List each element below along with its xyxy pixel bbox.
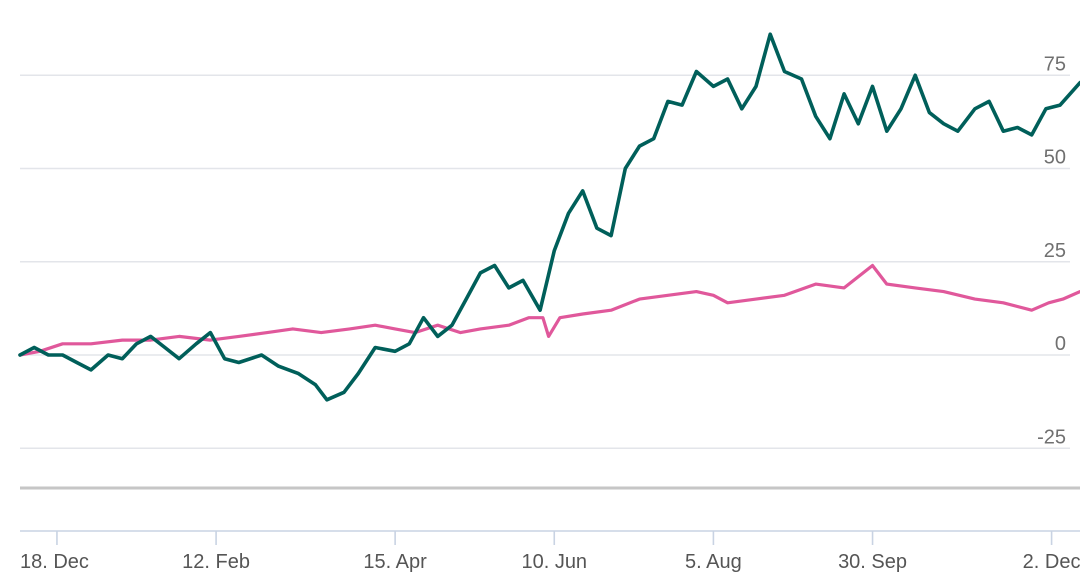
series-line-green	[18, 32, 1080, 402]
y-tick-label: 0	[1055, 333, 1066, 355]
x-tick-label: 2. Dec	[1023, 551, 1080, 573]
y-tick-label: 50	[1044, 147, 1066, 169]
y-tick-label: 75	[1044, 53, 1066, 75]
series-line-pink	[18, 263, 1080, 357]
x-tick-label: 30. Sep	[838, 551, 907, 573]
x-tick-label: 12. Feb	[182, 551, 250, 573]
y-tick-label: 25	[1044, 240, 1066, 262]
series-lines	[18, 32, 1080, 402]
gridlines	[20, 74, 1070, 449]
y-tick-label: -25	[1037, 426, 1066, 448]
x-tick-label: 15. Apr	[363, 551, 427, 573]
x-tick-label: 5. Aug	[685, 551, 742, 573]
x-tick-label: 18. Dec	[20, 551, 89, 573]
x-tick-label: 10. Jun	[521, 551, 587, 573]
x-axis-ticks: 18. Dec 12. Feb 15. Apr 10. Jun 5. Aug 30. Se…	[20, 531, 1080, 573]
y-axis-tick-labels: 75 50 25 0 -25	[1037, 53, 1066, 448]
